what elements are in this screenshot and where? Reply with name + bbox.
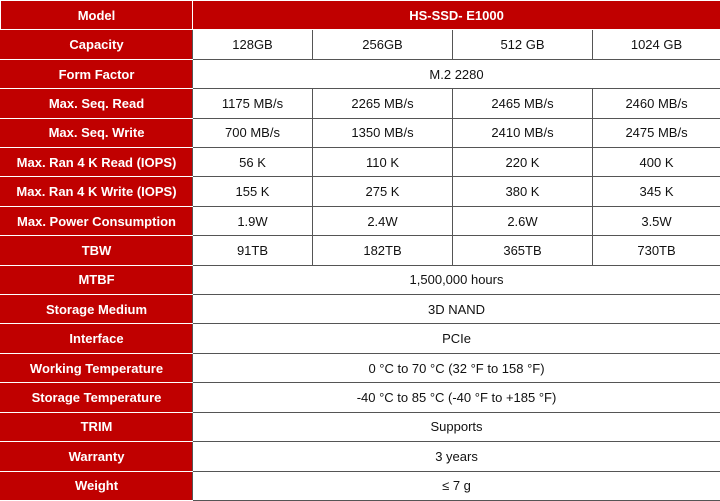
row-value: 365TB	[452, 235, 593, 266]
row-label: Storage Temperature	[0, 382, 193, 413]
row-value: 2410 MB/s	[452, 117, 593, 149]
row-value: 1.9W	[192, 205, 313, 237]
spec-row: Storage Temperature -40 °C to 85 °C (-40 …	[0, 382, 720, 413]
row-label: Weight	[0, 470, 193, 501]
row-value: 2475 MB/s	[591, 117, 720, 149]
row-value: 512 GB	[452, 29, 593, 60]
row-value: 110 K	[312, 147, 453, 178]
row-value: -40 °C to 85 °C (-40 °F to +185 °F)	[191, 382, 720, 413]
spec-row: TRIM Supports	[0, 411, 720, 443]
spec-row: Capacity 128GB 256GB 512 GB 1024 GB	[0, 29, 720, 60]
row-value: 400 K	[591, 147, 720, 178]
row-value: 128GB	[192, 29, 313, 60]
row-value: 220 K	[452, 147, 593, 178]
spec-row: Max. Seq. Read 1175 MB/s 2265 MB/s 2465 MB/…	[0, 88, 720, 119]
row-value: 1350 MB/s	[312, 117, 453, 149]
spec-row: Max. Power Consumption 1.9W 2.4W 2.6W 3.5W	[0, 205, 720, 237]
row-label: Capacity	[0, 29, 193, 60]
row-value: 2.6W	[452, 205, 593, 237]
row-label: Max. Ran 4 K Read (IOPS)	[0, 147, 193, 178]
row-label: TRIM	[0, 411, 193, 443]
spec-row: Max. Seq. Write 700 MB/s 1350 MB/s 2410 MB/…	[0, 117, 720, 149]
row-value: 2265 MB/s	[312, 88, 453, 119]
header-row: Model HS-SSD- E1000	[0, 0, 720, 31]
row-label: Form Factor	[0, 58, 193, 90]
spec-row: Working Temperature 0 °C to 70 °C (32 °F …	[0, 352, 720, 384]
row-value: 3D NAND	[191, 294, 720, 325]
row-value: Supports	[191, 411, 720, 443]
row-value: 91TB	[192, 235, 313, 266]
row-value: 56 K	[192, 147, 313, 178]
row-value: ≤ 7 g	[191, 470, 720, 501]
row-label: MTBF	[0, 264, 193, 296]
spec-row: Storage Medium 3D NAND	[0, 294, 720, 325]
row-label: Max. Seq. Read	[0, 88, 193, 119]
spec-row: Weight ≤ 7 g	[0, 470, 720, 501]
row-value: M.2 2280	[191, 58, 720, 90]
row-value: 1,500,000 hours	[191, 264, 720, 296]
row-value: 3 years	[191, 441, 720, 472]
row-value: 380 K	[452, 176, 593, 207]
row-value: 2465 MB/s	[452, 88, 593, 119]
row-value: 275 K	[312, 176, 453, 207]
spec-row: Interface PCIe	[0, 323, 720, 354]
row-value: 3.5W	[591, 205, 720, 237]
spec-row: Max. Ran 4 K Write (IOPS) 155 K 275 K 380 K…	[0, 176, 720, 207]
header-label: Model	[0, 0, 193, 31]
spec-row: Form Factor M.2 2280	[0, 58, 720, 90]
row-value: 730TB	[591, 235, 720, 266]
spec-row: Max. Ran 4 K Read (IOPS) 56 K 110 K 220 K 40…	[0, 147, 720, 178]
row-value: 0 °C to 70 °C (32 °F to 158 °F)	[191, 352, 720, 384]
row-label: Max. Ran 4 K Write (IOPS)	[0, 176, 193, 207]
row-label: Warranty	[0, 441, 193, 472]
row-value: 2.4W	[312, 205, 453, 237]
row-label: Max. Seq. Write	[0, 117, 193, 149]
spec-row: TBW 91TB 182TB 365TB 730TB	[0, 235, 720, 266]
row-label: Max. Power Consumption	[0, 205, 193, 237]
row-value: PCIe	[191, 323, 720, 354]
row-value: 2460 MB/s	[591, 88, 720, 119]
row-value: 155 K	[192, 176, 313, 207]
row-label: Storage Medium	[0, 294, 193, 325]
row-label: TBW	[0, 235, 193, 266]
row-value: 700 MB/s	[192, 117, 313, 149]
row-label: Interface	[0, 323, 193, 354]
row-value: 1024 GB	[591, 29, 720, 60]
row-label: Working Temperature	[0, 352, 193, 384]
row-value: 256GB	[312, 29, 453, 60]
header-value: HS-SSD- E1000	[191, 0, 720, 31]
row-value: 345 K	[591, 176, 720, 207]
row-value: 1175 MB/s	[192, 88, 313, 119]
spec-row: MTBF 1,500,000 hours	[0, 264, 720, 296]
spec-row: Warranty 3 years	[0, 441, 720, 472]
row-value: 182TB	[312, 235, 453, 266]
